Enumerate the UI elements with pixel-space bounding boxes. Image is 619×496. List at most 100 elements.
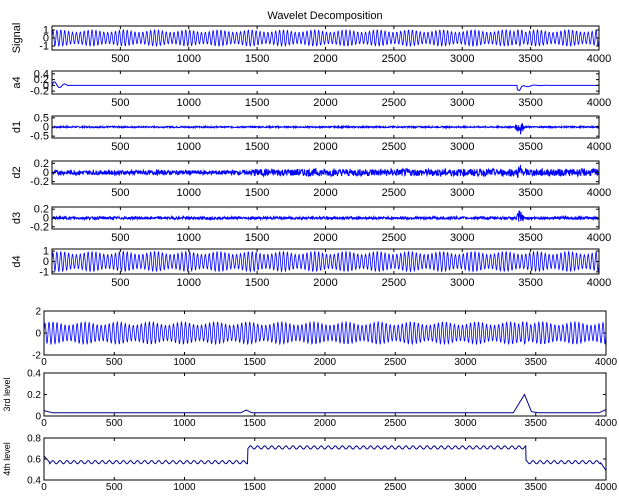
x-tick-label: 2500 [384, 482, 407, 493]
series-line-9-1 [44, 444, 606, 471]
panel-4: 500 1000 1500 2000 2500 3000 3500 4000 -0.200.2 d… [11, 158, 611, 199]
x-tick-label: 3000 [454, 418, 477, 429]
x-tick-label: 3000 [454, 357, 477, 368]
x-tick-label: 3500 [525, 357, 548, 368]
x-tick-label: 500 [111, 141, 129, 153]
y-tick-label: 0 [43, 33, 49, 45]
x-tick-label: 2500 [384, 357, 407, 368]
x-tick-label: 1500 [245, 277, 269, 289]
y-tick-label: 1 [43, 246, 49, 258]
x-tick-label: 500 [111, 53, 129, 65]
y-tick-label: 0.4 [34, 68, 49, 80]
x-tick-label: 4000 [595, 357, 618, 368]
x-tick-label: 4000 [587, 97, 611, 109]
y-tick-label: -1 [39, 266, 49, 278]
x-tick-label: 1000 [173, 482, 196, 493]
y-axis-label: 3rd level [2, 377, 12, 411]
y-axis-label: d1 [11, 121, 23, 133]
x-tick-label: 500 [111, 187, 129, 199]
x-tick-label: 1000 [177, 277, 201, 289]
x-tick-label: 2000 [313, 97, 337, 109]
x-tick-label: 1000 [177, 141, 201, 153]
x-tick-label: 2500 [382, 141, 406, 153]
y-tick-label: 0.5 [34, 112, 49, 124]
x-tick-label: 1500 [244, 357, 267, 368]
x-tick-label: 4000 [587, 141, 611, 153]
x-tick-label: 500 [106, 357, 123, 368]
y-tick-label: 0.4 [27, 476, 41, 487]
axes-box [43, 437, 607, 481]
y-tick-label: 0 [35, 329, 41, 340]
x-tick-label: 3500 [518, 53, 542, 65]
x-tick-label: 2000 [314, 418, 337, 429]
y-tick-label: 0.8 [27, 434, 41, 445]
x-tick-label: 1000 [173, 418, 196, 429]
y-tick-label: 2 [35, 307, 41, 318]
panels: 500 1000 1500 2000 2500 3000 3500 4000-101Signa… [2, 23, 618, 493]
x-tick-label: 3500 [518, 141, 542, 153]
series-line-5-1 [52, 210, 599, 222]
series-line-2-1 [52, 81, 599, 92]
panel-1: 500 1000 1500 2000 2500 3000 3500 4000 -101 Signa… [11, 23, 611, 65]
y-tick-label: 0 [43, 256, 49, 268]
y-axis-label: d2 [11, 166, 23, 178]
y-tick-label: 0 [35, 412, 41, 423]
x-tick-label: 1500 [245, 97, 269, 109]
x-tick-label: 3000 [450, 97, 474, 109]
y-axis-label: d3 [11, 212, 23, 224]
x-tick-label: 2000 [313, 277, 337, 289]
x-tick-label: 500 [106, 418, 123, 429]
y-tick-label: 0 [43, 167, 49, 179]
series-line-4-1 [52, 164, 599, 179]
x-tick-label: 1500 [244, 482, 267, 493]
series-line-6-1 [52, 250, 599, 273]
y-axis-label: Signal [11, 23, 23, 54]
x-tick-label: 1500 [245, 187, 269, 199]
x-tick-label: 500 [111, 97, 129, 109]
y-tick-label: 0.2 [34, 74, 49, 86]
x-tick-label: 1000 [173, 357, 196, 368]
x-tick-label: 2000 [314, 482, 337, 493]
x-tick-label: 2500 [382, 277, 406, 289]
y-tick-label: 0 [43, 213, 49, 225]
y-axis-label: d4 [11, 255, 23, 267]
x-tick-label: 500 [111, 232, 129, 244]
y-tick-label: 0 [43, 122, 49, 134]
x-tick-label: 1500 [245, 232, 269, 244]
x-tick-label: 3000 [450, 277, 474, 289]
axes-box [51, 70, 600, 95]
x-tick-label: 2500 [382, 187, 406, 199]
x-tick-label: 2000 [313, 53, 337, 65]
axes-box [43, 372, 607, 417]
y-tick-label: -0.2 [30, 176, 49, 188]
x-tick-label: 3500 [518, 97, 542, 109]
figure-title: Wavelet Decomposition [267, 10, 382, 22]
x-tick-label: 1500 [245, 141, 269, 153]
y-tick-label: 0.4 [27, 369, 41, 380]
x-tick-label: 500 [106, 482, 123, 493]
x-tick-label: 2500 [384, 418, 407, 429]
x-tick-label: 0 [41, 418, 47, 429]
x-tick-label: 500 [111, 277, 129, 289]
x-tick-label: 0 [41, 357, 47, 368]
x-tick-label: 1000 [177, 232, 201, 244]
y-axis-label: 4th level [2, 442, 12, 476]
x-tick-label: 1500 [244, 418, 267, 429]
series-line-7-1 [44, 320, 606, 346]
x-tick-label: 3500 [525, 418, 548, 429]
x-tick-label: 4000 [587, 232, 611, 244]
x-tick-label: 2500 [382, 53, 406, 65]
x-tick-label: 3000 [450, 53, 474, 65]
x-tick-label: 1500 [245, 53, 269, 65]
y-tick-label: 0 [43, 80, 49, 92]
x-tick-label: 4000 [587, 187, 611, 199]
panel-2: 500 1000 1500 2000 2500 3000 3500 4000 -0.200.20… [11, 68, 611, 109]
x-tick-label: 3500 [518, 187, 542, 199]
y-tick-label: -2 [32, 351, 41, 362]
x-tick-label: 4000 [587, 53, 611, 65]
x-tick-label: 2500 [382, 97, 406, 109]
x-tick-label: 2500 [382, 232, 406, 244]
x-tick-label: 1000 [177, 97, 201, 109]
x-tick-label: 3500 [518, 277, 542, 289]
y-tick-label: 0.6 [27, 455, 41, 466]
